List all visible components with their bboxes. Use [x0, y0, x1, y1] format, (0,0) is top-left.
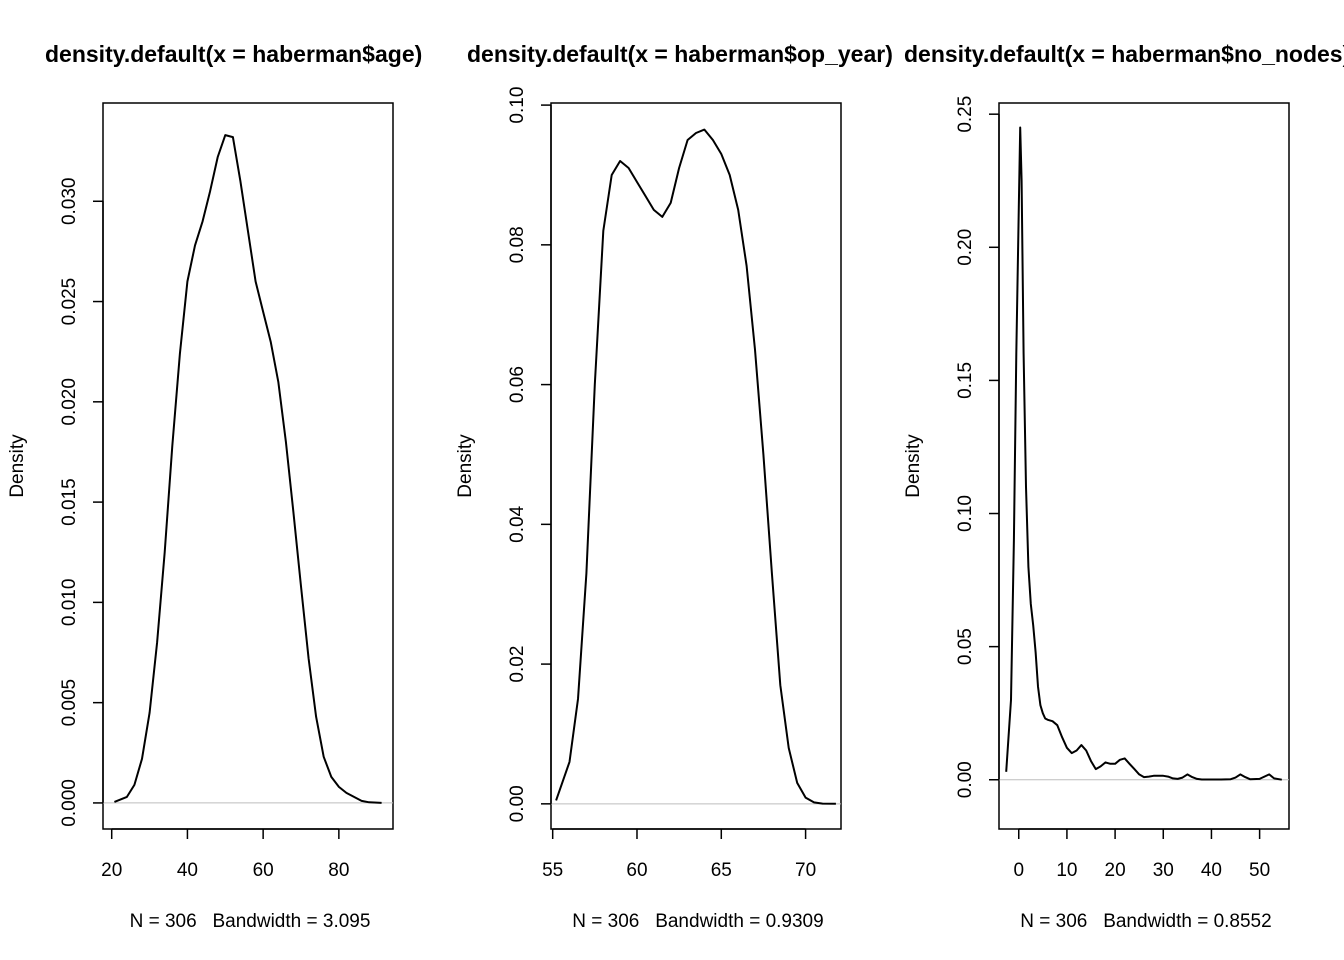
x-tick-label: 0 — [1013, 860, 1024, 881]
x-tick-label: 20 — [1105, 860, 1126, 881]
y-tick-label: 0.00 — [507, 785, 528, 822]
y-tick-label: 0.08 — [507, 226, 528, 263]
x-tick-label: 70 — [795, 860, 816, 881]
x-tick-label: 10 — [1056, 860, 1077, 881]
density-curve — [114, 134, 382, 804]
y-tick-label: 0.010 — [59, 579, 80, 627]
y-tick-label: 0.05 — [955, 628, 976, 665]
panel-no-nodes: density.default(x = haberman$no_nodes) 0 1… — [903, 41, 1344, 932]
y-tick-label: 0.030 — [59, 177, 80, 225]
y-tick-label: 0.02 — [507, 646, 528, 683]
y-tick-label: 0.06 — [507, 366, 528, 403]
panel-age: density.default(x = haberman$age) 20 40 60 8… — [7, 41, 422, 932]
x-tick-label: 40 — [177, 860, 198, 881]
plot-frame — [102, 102, 394, 830]
panel-op-year: density.default(x = haberman$op_year) 55 6… — [455, 41, 893, 932]
y-tick-label: 0.15 — [955, 362, 976, 399]
y-tick-label: 0.04 — [507, 505, 528, 542]
x-tick-label: 55 — [542, 860, 563, 881]
plot-frame — [998, 102, 1290, 830]
x-axis-label: N = 306 Bandwidth = 0.9309 — [572, 911, 823, 932]
y-axis-label: Density — [903, 434, 924, 498]
x-axis-label: N = 306 Bandwidth = 0.8552 — [1020, 911, 1271, 932]
chart-title: density.default(x = haberman$no_nodes) — [904, 41, 1344, 67]
chart-title: density.default(x = haberman$age) — [45, 41, 422, 67]
x-tick-label: 60 — [626, 860, 647, 881]
y-tick-label: 0.025 — [59, 278, 80, 326]
y-axis-label: Density — [455, 434, 476, 498]
x-tick-label: 30 — [1153, 860, 1174, 881]
y-tick-label: 0.00 — [955, 761, 976, 798]
x-tick-label: 50 — [1249, 860, 1270, 881]
density-curve — [1005, 126, 1282, 781]
y-tick-label: 0.015 — [59, 478, 80, 526]
y-tick-label: 0.25 — [955, 96, 976, 133]
chart-title: density.default(x = haberman$op_year) — [467, 41, 893, 67]
y-tick-label: 0.020 — [59, 378, 80, 426]
x-tick-label: 40 — [1201, 860, 1222, 881]
y-tick-label: 0.000 — [59, 779, 80, 827]
x-tick-label: 65 — [711, 860, 732, 881]
x-tick-label: 60 — [253, 860, 274, 881]
y-tick-label: 0.005 — [59, 679, 80, 727]
y-axis-label: Density — [7, 434, 28, 498]
density-curve — [555, 128, 836, 805]
y-tick-label: 0.10 — [507, 87, 528, 124]
x-axis-label: N = 306 Bandwidth = 3.095 — [130, 911, 371, 932]
x-tick-label: 20 — [101, 860, 122, 881]
plot-frame — [550, 102, 842, 830]
y-tick-label: 0.20 — [955, 229, 976, 266]
y-tick-label: 0.10 — [955, 495, 976, 532]
x-tick-label: 80 — [328, 860, 349, 881]
